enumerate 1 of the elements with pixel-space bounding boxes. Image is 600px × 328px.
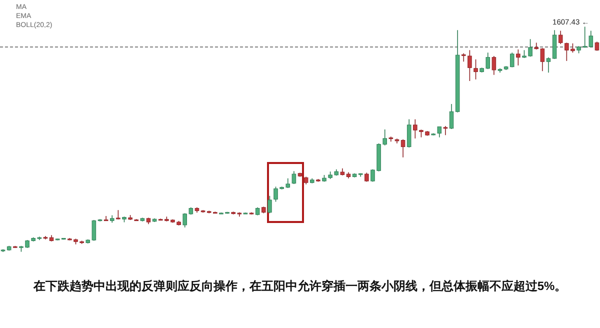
text: 在下跌趋势中出现的反弹则应反向操作，在五阳中允许穿插一两条小阴线，但总体振幅不应超过5%。 <box>32 279 567 293</box>
